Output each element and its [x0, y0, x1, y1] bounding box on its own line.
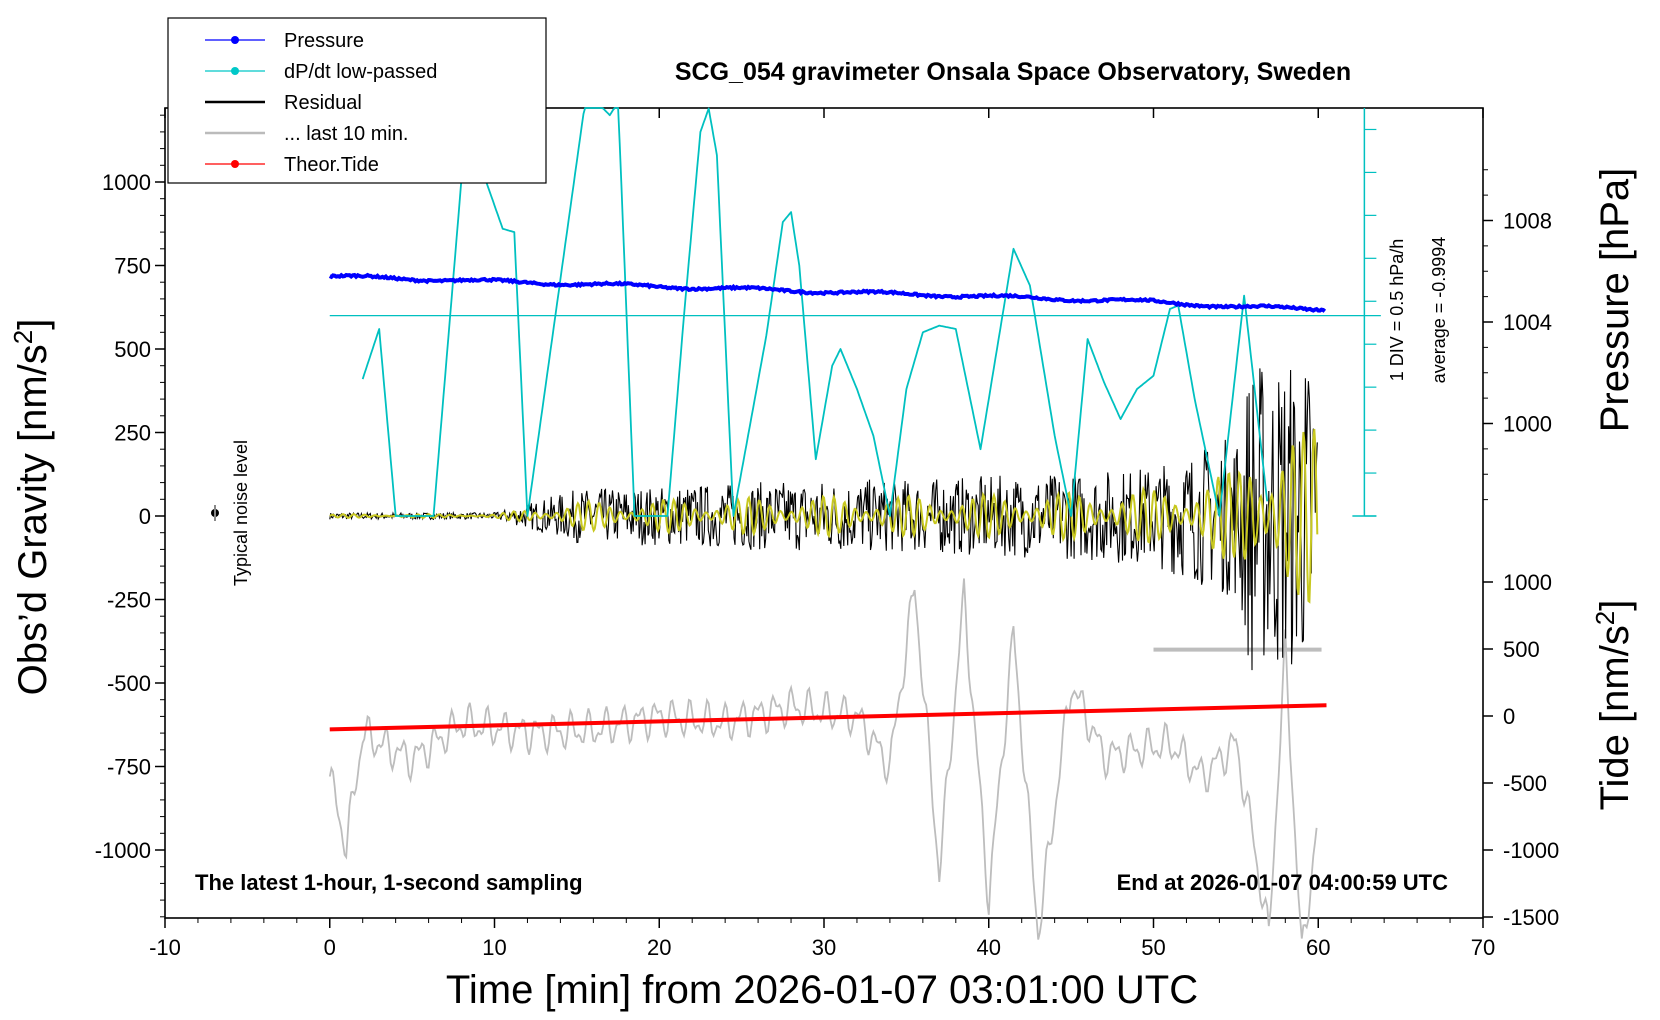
legend: [167, 17, 547, 184]
y-tick-label-tide: -1500: [1503, 905, 1559, 930]
x-axis-label: Time [min] from 2026-01-07 03:01:00 UTC: [446, 968, 1198, 1012]
residual-line: [329, 368, 1318, 671]
pressure-line: [328, 272, 1327, 313]
y-tick-label-gravity: -500: [107, 671, 151, 696]
y-tick-label-gravity: 250: [114, 421, 151, 446]
residual-filtered-line: [329, 428, 1319, 604]
legend-label: dP/dt low-passed: [284, 61, 437, 83]
y-axis-label-pressure: Pressure [hPa]: [1593, 168, 1637, 433]
pressure-scale-label: 1 DIV = 0.5 hPa/h: [1387, 239, 1407, 382]
legend-swatch-dot: [231, 67, 239, 75]
y-tick-label-gravity: 500: [114, 337, 151, 362]
average-label: average = -0.9994: [1429, 237, 1449, 384]
legend-label: Residual: [284, 92, 362, 114]
y-tick-label-gravity: 1000: [102, 170, 151, 195]
y-tick-label-gravity: 0: [139, 504, 151, 529]
noise-level-label: Typical noise level: [231, 440, 251, 586]
legend-swatch-dot: [231, 36, 239, 44]
tick-layer: -10 0 10 20 30 40 50 60 70 1000 750 500 250 0 -250 -500…: [95, 108, 1559, 960]
x-tick-label: 70: [1471, 935, 1495, 960]
bottom-left-note: The latest 1-hour, 1-second sampling: [195, 870, 583, 895]
legend-label: ... last 10 min.: [284, 123, 409, 145]
y-tick-label-pressure: 1000: [1503, 412, 1552, 437]
x-tick-label: 60: [1306, 935, 1330, 960]
y-tick-label-gravity: 750: [114, 254, 151, 279]
y-tick-label-tide: 1000: [1503, 570, 1552, 595]
legend-label: Pressure: [284, 30, 364, 52]
dpdt-line: [361, 107, 1269, 517]
y-axis-label-tide: Tide [nm/s2]: [1590, 600, 1637, 811]
x-tick-label: 10: [482, 935, 506, 960]
x-tick-label: -10: [149, 935, 181, 960]
y-tick-label-gravity: -750: [107, 755, 151, 780]
y-tick-label-tide: 0: [1503, 704, 1515, 729]
x-tick-label: 30: [812, 935, 836, 960]
legend-label: Theor.Tide: [284, 154, 379, 176]
y-tick-label-gravity: -250: [107, 588, 151, 613]
series-layer: [328, 107, 1327, 940]
y-axis-label-gravity: Obs’d Gravity [nm/s2]: [8, 319, 55, 696]
x-tick-label: 0: [324, 935, 336, 960]
y-tick-label-gravity: -1000: [95, 838, 151, 863]
y-tick-label-pressure: 1004: [1503, 310, 1552, 335]
legend-swatch-dot: [231, 160, 239, 168]
legend-entries: Pressure dP/dt low-passed Residual ... last…: [205, 30, 437, 176]
y-tick-label-pressure: 1008: [1503, 209, 1552, 234]
last-10-min-line: [328, 578, 1318, 940]
bottom-right-note: End at 2026-01-07 04:00:59 UTC: [1117, 870, 1448, 895]
chart-title: SCG_054 gravimeter Onsala Space Observat…: [675, 58, 1351, 86]
y-tick-label-tide: -1000: [1503, 838, 1559, 863]
x-tick-label: 50: [1141, 935, 1165, 960]
theor-tide-line: [329, 703, 1327, 732]
y-tick-label-tide: 500: [1503, 637, 1540, 662]
y-tick-label-tide: -500: [1503, 771, 1547, 796]
x-tick-label: 40: [977, 935, 1001, 960]
x-tick-label: 20: [647, 935, 671, 960]
